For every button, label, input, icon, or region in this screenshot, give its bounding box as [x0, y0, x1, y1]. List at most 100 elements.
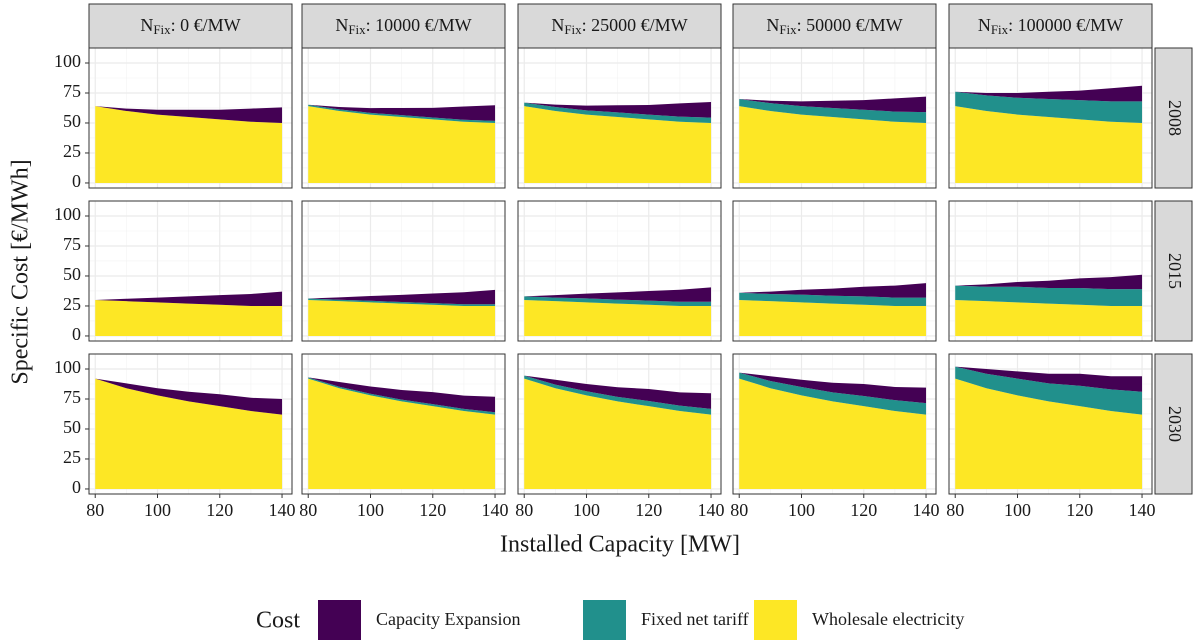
area	[739, 299, 927, 336]
area	[955, 299, 1143, 336]
strip-text: : 25000 €/MW	[582, 15, 688, 35]
y-axis-label: Specific Cost [€/MWh]	[8, 159, 34, 384]
y-tick-label: 0	[72, 324, 81, 344]
x-tick-label: 120	[1066, 500, 1093, 520]
y-tick-label: 100	[54, 204, 81, 224]
area	[955, 274, 1143, 290]
strip-text: : 0 €/MW	[171, 15, 241, 35]
panel-border	[732, 47, 937, 189]
x-tick-label: 140	[482, 500, 509, 520]
area	[95, 106, 283, 183]
area	[739, 372, 927, 404]
x-tick-label: 120	[419, 500, 446, 520]
strip-subscript: Fix	[348, 22, 366, 37]
panel-border	[517, 353, 722, 495]
area	[524, 296, 712, 306]
y-tick-label: 100	[54, 357, 81, 377]
area	[308, 377, 496, 413]
area	[308, 299, 496, 336]
strip-label: NFix: 0 €/MW	[140, 15, 240, 37]
y-tick-label: 0	[72, 171, 81, 191]
legend-label: Fixed net tariff	[641, 609, 749, 629]
strip	[948, 3, 1153, 49]
strip	[1154, 353, 1193, 495]
y-tick-label: 75	[63, 81, 81, 101]
strip-subscript: Fix	[991, 22, 1009, 37]
area	[308, 377, 496, 415]
y-tick-label: 75	[63, 387, 81, 407]
area	[524, 101, 712, 118]
x-axis-label: Installed Capacity [MW]	[500, 532, 740, 558]
strip-label: 2030	[1165, 406, 1185, 442]
area	[955, 285, 1143, 306]
panel-border	[948, 353, 1153, 495]
legend-title: Cost	[256, 608, 300, 634]
x-tick-label: 80	[946, 500, 964, 520]
x-tick-label: 100	[357, 500, 384, 520]
x-tick-label: 100	[788, 500, 815, 520]
strip-label: 2015	[1165, 253, 1185, 289]
area	[955, 106, 1143, 183]
area	[524, 102, 712, 123]
area	[524, 375, 712, 409]
area	[739, 98, 927, 123]
x-tick-label: 80	[515, 500, 533, 520]
strip-symbol: N	[551, 15, 564, 35]
area	[524, 299, 712, 336]
legend-label: Wholesale electricity	[812, 609, 964, 629]
strip-text: : 10000 €/MW	[366, 15, 472, 35]
strip	[1154, 200, 1193, 342]
y-tick-label: 50	[63, 264, 81, 284]
area	[739, 96, 927, 113]
area	[308, 298, 496, 306]
area	[955, 91, 1143, 123]
area	[739, 106, 927, 183]
strip-label: NFix: 100000 €/MW	[978, 15, 1123, 37]
panel-border	[948, 47, 1153, 189]
panel-border	[732, 200, 937, 342]
panel-border	[948, 200, 1153, 342]
strip-symbol: N	[766, 15, 779, 35]
y-tick-label: 50	[63, 417, 81, 437]
x-tick-label: 100	[573, 500, 600, 520]
strip-symbol: N	[978, 15, 991, 35]
area	[524, 378, 712, 489]
area	[739, 292, 927, 306]
panel-border	[301, 353, 506, 495]
legend-swatch	[318, 600, 361, 640]
area	[739, 372, 927, 415]
y-tick-label: 50	[63, 111, 81, 131]
x-tick-label: 80	[730, 500, 748, 520]
strip	[1154, 47, 1193, 189]
x-tick-label: 80	[86, 500, 104, 520]
area	[955, 378, 1143, 489]
legend-swatch	[583, 600, 626, 640]
area	[955, 366, 1143, 415]
strip-text: : 50000 €/MW	[797, 15, 903, 35]
x-tick-label: 140	[913, 500, 940, 520]
x-tick-label: 140	[269, 500, 296, 520]
panel-border	[88, 200, 293, 342]
strip	[732, 3, 937, 49]
area	[308, 106, 496, 183]
strip-subscript: Fix	[153, 22, 171, 37]
area	[524, 287, 712, 302]
panel-border	[88, 353, 293, 495]
y-tick-label: 25	[63, 447, 81, 467]
area	[95, 378, 283, 489]
panel-border	[301, 47, 506, 189]
strip-label: 2008	[1165, 100, 1185, 136]
strip-subscript: Fix	[779, 22, 797, 37]
area	[308, 104, 496, 121]
panel-border	[732, 353, 937, 495]
panel-border	[517, 47, 722, 189]
panel-border	[517, 200, 722, 342]
x-tick-label: 100	[1004, 500, 1031, 520]
area	[739, 378, 927, 489]
y-tick-label: 25	[63, 141, 81, 161]
area	[955, 366, 1143, 392]
panel-border	[88, 47, 293, 189]
area	[308, 289, 496, 305]
